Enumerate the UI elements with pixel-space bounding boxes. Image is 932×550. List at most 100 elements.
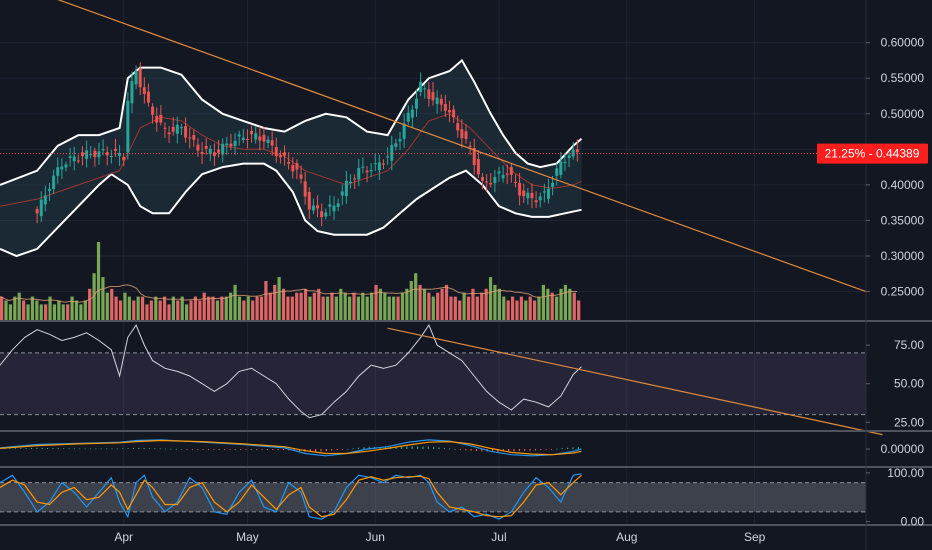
- candle-body: [316, 205, 320, 209]
- volume-bar: [325, 296, 330, 320]
- volume-bar: [510, 296, 515, 320]
- candle-body: [382, 163, 386, 165]
- macd-histogram-bar: [347, 448, 349, 450]
- macd-histogram-bar: [63, 448, 65, 450]
- stoch-axis-tick-label: 0.00: [901, 515, 925, 529]
- volume-bar: [132, 300, 136, 320]
- rsi-panel[interactable]: [0, 324, 883, 436]
- candle-body: [295, 163, 299, 170]
- volume-bar: [502, 296, 506, 320]
- candle-body: [373, 163, 377, 165]
- volume-bar: [356, 296, 361, 320]
- candle-body: [320, 211, 324, 218]
- candle-body: [283, 152, 287, 156]
- volume-bar: [466, 296, 471, 320]
- volume-bar: [528, 296, 532, 320]
- candle-body: [559, 161, 563, 175]
- macd-histogram-bar: [443, 447, 445, 449]
- macd-histogram-bar: [68, 448, 70, 450]
- candle-body: [126, 100, 130, 153]
- candle-body: [571, 149, 575, 157]
- macd-histogram-bar: [229, 449, 231, 450]
- candle-body: [130, 81, 134, 104]
- candle-body: [447, 110, 451, 113]
- stochastic-panel[interactable]: [0, 473, 866, 520]
- candle-body: [72, 156, 76, 162]
- macd-histogram-bar: [4, 448, 6, 450]
- macd-histogram-bar: [341, 449, 344, 450]
- macd-histogram-bar: [508, 449, 510, 452]
- macd-histogram-bar: [36, 447, 38, 449]
- candle-body: [278, 155, 282, 158]
- volume-bar: [374, 284, 378, 320]
- volume-bar: [185, 304, 189, 320]
- volume-bar: [211, 296, 215, 320]
- price-axis[interactable]: 0.600000.550000.500000.450000.400000.350…: [866, 36, 924, 529]
- volume-bar: [66, 304, 70, 320]
- volume-bar: [541, 284, 546, 320]
- volume-bar: [396, 296, 400, 320]
- bollinger-bands: [0, 58, 583, 258]
- volume-bar: [281, 288, 286, 320]
- macd-histogram-bar: [138, 447, 140, 449]
- candle-body: [233, 140, 237, 147]
- volume-bar: [26, 304, 30, 320]
- macd-histogram-bar: [577, 446, 579, 449]
- signal-line: [0, 439, 582, 456]
- macd-histogram-bar: [202, 449, 204, 450]
- rsi-trendline[interactable]: [387, 327, 883, 436]
- candle-body: [518, 182, 522, 196]
- time-axis[interactable]: Apr May Jun Jul Aug Sep: [114, 530, 765, 544]
- volume-bar: [207, 296, 211, 320]
- candle-body: [365, 170, 369, 173]
- price-panel[interactable]: [0, 0, 867, 320]
- candle-body: [43, 195, 47, 205]
- volume-bar: [352, 292, 356, 320]
- volume-bar: [339, 288, 343, 320]
- volume-bar: [39, 304, 43, 320]
- candle-body: [254, 133, 258, 140]
- candle-body: [361, 166, 365, 168]
- volume-bar: [83, 300, 87, 320]
- candle-body: [303, 181, 307, 197]
- volume-bar: [149, 300, 153, 320]
- volume-bar: [57, 300, 61, 320]
- macd-histogram-bar: [491, 449, 494, 452]
- volume-bar: [30, 296, 35, 320]
- candle-body: [410, 109, 414, 118]
- volume-bar: [264, 281, 268, 320]
- candle-body: [394, 143, 398, 147]
- volume-bar: [343, 292, 347, 320]
- candle-body: [142, 87, 146, 94]
- volume-bar: [484, 288, 488, 320]
- time-axis-label: Jul: [491, 530, 506, 544]
- volume-bar: [215, 300, 220, 320]
- volume-bar: [418, 284, 422, 320]
- descending-trendline[interactable]: [0, 0, 867, 293]
- macd-histogram-bar: [95, 448, 97, 450]
- macd-histogram-bar: [315, 449, 317, 452]
- bollinger-middle-line: [0, 113, 582, 207]
- candle-body: [80, 152, 84, 157]
- macd-histogram-bar: [561, 448, 563, 450]
- macd-panel[interactable]: [0, 439, 582, 457]
- volume-bar: [145, 304, 149, 320]
- macd-histogram-bar: [406, 446, 408, 449]
- volume-bar: [118, 300, 123, 320]
- volume-bar: [334, 296, 338, 320]
- price-trendline[interactable]: [0, 0, 867, 293]
- volume-bar: [550, 292, 554, 320]
- macd-histogram-bar: [368, 446, 370, 449]
- candle-body: [266, 139, 270, 143]
- volume-bar: [427, 292, 431, 320]
- macd-histogram-bar: [30, 447, 33, 449]
- volume-bar: [308, 296, 312, 320]
- volume-bar: [162, 296, 167, 320]
- volume-bar: [519, 296, 523, 320]
- macd-histogram-bar: [481, 449, 483, 452]
- macd-histogram-bar: [400, 446, 403, 449]
- volume-bar: [35, 300, 39, 320]
- time-axis-label: Jun: [366, 530, 385, 544]
